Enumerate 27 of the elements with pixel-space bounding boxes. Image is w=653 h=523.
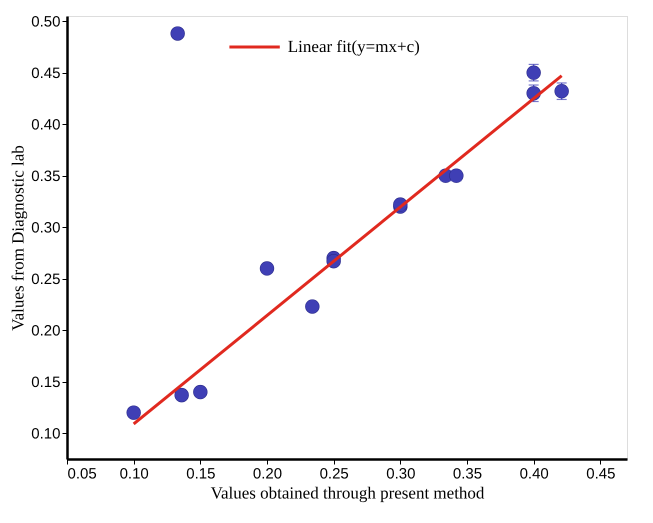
- x-tick-label: 0.20: [252, 466, 282, 482]
- y-tick-label: 0.30: [31, 220, 60, 237]
- x-tick-label: 0.45: [586, 466, 616, 482]
- x-tick-label: 0.10: [120, 466, 149, 482]
- x-tick-label: 0.40: [520, 466, 549, 482]
- point: [126, 405, 141, 420]
- point: [305, 299, 320, 314]
- y-tick-label: 0.45: [31, 65, 60, 82]
- point: [170, 26, 185, 41]
- y-tick-label: 0.25: [31, 271, 60, 288]
- x-tick-label: 0.35: [452, 466, 482, 482]
- y-tick-label: 0.20: [31, 322, 60, 340]
- y-tick-label: 0.15: [31, 374, 60, 392]
- x-tick-label: 0.25: [320, 466, 349, 482]
- y-tick-label: 0.10: [31, 426, 60, 443]
- point: [174, 388, 189, 402]
- y-tick-label: 0.50: [31, 14, 60, 31]
- y-tick-label: 0.35: [31, 168, 60, 186]
- x-tick-label: 0.15: [186, 466, 216, 482]
- x-tick-label: 0.30: [386, 466, 416, 482]
- point: [260, 261, 274, 276]
- y-tick-label: 0.40: [31, 116, 60, 134]
- point: [193, 384, 208, 400]
- x-axis-title: Values obtained through present method: [210, 484, 485, 502]
- x-tick-label: 0.05: [68, 466, 97, 482]
- legend-label: Linear fit(y=mx+c): [288, 37, 420, 56]
- y-axis-title: Values from Diagnostic lab: [8, 145, 28, 331]
